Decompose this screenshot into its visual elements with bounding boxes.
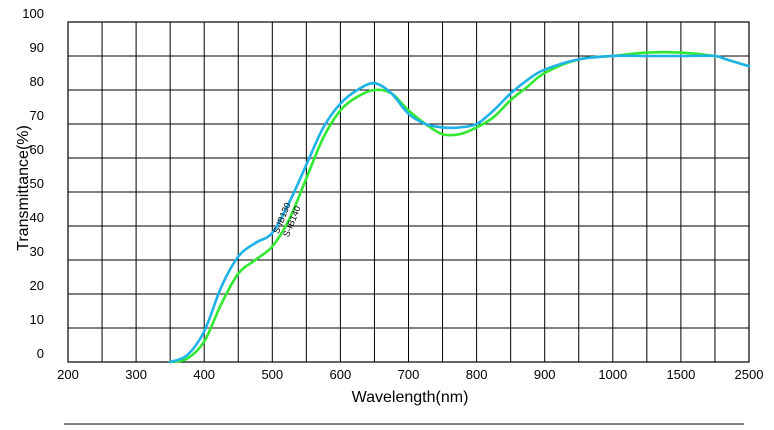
y-tick-label: 40: [30, 210, 44, 225]
plot-border: [67, 21, 750, 363]
y-tick-label: 70: [30, 108, 44, 123]
chart-series: [168, 50, 751, 364]
x-tick-label: 300: [125, 367, 147, 382]
y-tick-label: 80: [30, 74, 44, 89]
y-axis-title: Transmittance(%): [15, 125, 32, 251]
x-axis-title: Wavelength(nm): [352, 389, 469, 406]
x-tick-label: 600: [330, 367, 352, 382]
x-tick-label: 2500: [735, 367, 764, 382]
x-tick-label: 500: [261, 367, 283, 382]
y-tick-label: 0: [37, 346, 44, 361]
y-tick-label: 50: [30, 176, 44, 191]
chart-grid: [67, 21, 750, 363]
x-tick-label: 1500: [666, 367, 695, 382]
x-tick-label: 400: [193, 367, 215, 382]
x-tick-label: 900: [534, 367, 556, 382]
series-line-s-ib130: [168, 54, 751, 364]
y-tick-label: 20: [30, 278, 44, 293]
y-tick-labels: 0 10 20 30 40 50 60 70 80 90 100: [22, 6, 44, 361]
series-line-s-ib140: [168, 50, 751, 364]
y-tick-label: 60: [30, 142, 44, 157]
y-tick-label: 30: [30, 244, 44, 259]
y-tick-label: 90: [30, 40, 44, 55]
x-tick-label: 700: [398, 367, 420, 382]
y-tick-label: 100: [22, 6, 44, 21]
x-tick-label: 200: [57, 367, 79, 382]
x-tick-label: 800: [466, 367, 488, 382]
y-tick-label: 10: [30, 312, 44, 327]
x-tick-label: 1000: [598, 367, 627, 382]
x-tick-labels: 200 300 400 500 600 700 800 900 1000 1500 2500: [57, 367, 763, 382]
plot-frame: [67, 21, 750, 363]
